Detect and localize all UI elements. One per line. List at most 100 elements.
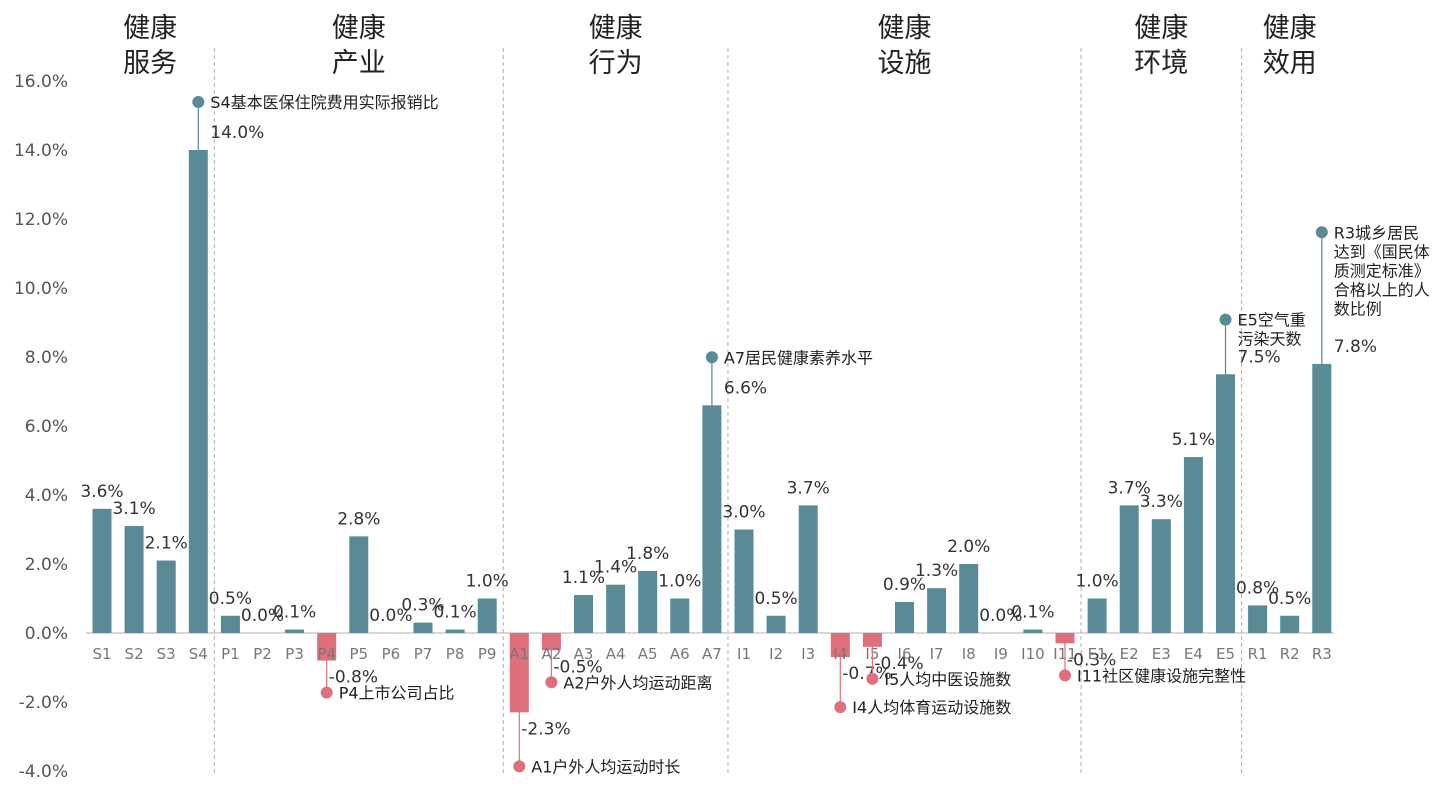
group-title-line2: 行为 — [589, 48, 643, 79]
group-title-line2: 产业 — [332, 48, 386, 79]
x-tick-label: E2 — [1120, 645, 1139, 663]
bar-I3 — [798, 505, 818, 633]
bar-S2 — [124, 526, 144, 633]
callout-label: E5空气重 — [1238, 311, 1306, 330]
bar-P9 — [477, 598, 497, 633]
value-label: 7.8% — [1334, 337, 1377, 357]
value-label: -0.7% — [842, 664, 891, 684]
bar-I6 — [895, 601, 914, 633]
callout-marker-dot — [1059, 669, 1071, 682]
bar-P7 — [413, 622, 433, 633]
callout-marker-dot — [513, 760, 526, 773]
bar-P8 — [445, 629, 465, 633]
group-title-line2: 服务 — [123, 48, 177, 79]
bar-P1 — [220, 615, 240, 633]
x-tick-label: A3 — [574, 645, 594, 663]
x-tick-label: I8 — [962, 645, 976, 663]
x-tick-label: S2 — [125, 645, 144, 663]
y-tick-label: 14.0% — [14, 141, 68, 161]
value-label: 3.1% — [112, 499, 155, 519]
value-label: 1.0% — [1075, 572, 1118, 592]
y-tick-label: 16.0% — [14, 72, 68, 92]
callout-marker-dot — [320, 686, 333, 699]
value-label: 1.3% — [915, 561, 958, 581]
value-label: -0.4% — [874, 654, 923, 674]
bar-A3 — [574, 595, 593, 633]
callout-label: 质测定标准》 — [1334, 261, 1430, 280]
bar-P5 — [349, 536, 369, 633]
bar-I8 — [959, 564, 979, 633]
x-tick-label: P6 — [382, 645, 401, 663]
value-label: 1.8% — [626, 544, 669, 564]
x-tick-label: I3 — [801, 645, 815, 663]
x-tick-label: E3 — [1152, 645, 1171, 663]
bar-R2 — [1280, 615, 1300, 633]
x-tick-label: S4 — [189, 645, 208, 663]
x-tick-label: E5 — [1216, 645, 1235, 663]
bar-A6 — [670, 598, 690, 633]
x-tick-label: P1 — [221, 645, 240, 663]
x-tick-label: A5 — [638, 645, 658, 663]
x-tick-label: S3 — [157, 645, 176, 663]
y-tick-label: 12.0% — [14, 210, 68, 230]
value-label: 0.5% — [754, 589, 797, 609]
value-label: -0.5% — [553, 657, 602, 677]
value-label: 0.5% — [1268, 589, 1311, 609]
y-tick-label: 8.0% — [25, 348, 68, 368]
value-label: -0.8% — [329, 668, 378, 688]
callout-marker-dot — [1315, 226, 1328, 239]
x-tick-label: R1 — [1248, 645, 1268, 663]
value-label: 3.7% — [1108, 478, 1151, 498]
bar-R1 — [1248, 605, 1268, 633]
x-tick-label: I6 — [898, 645, 912, 663]
group-title-line2: 效用 — [1263, 48, 1317, 79]
bar-R3 — [1312, 363, 1332, 633]
callout-marker-dot — [834, 701, 847, 714]
grid-layer: -4.0% -2.0% 0.0% 2.0% 4.0% 6.0% 8.0% 10.0% 12.0%… — [14, 48, 1334, 782]
value-label: 2.1% — [145, 534, 188, 554]
value-label: 3.0% — [722, 503, 765, 523]
bar-S4 — [188, 150, 208, 633]
group-title-line1: 健康 — [123, 13, 177, 44]
value-label: 0.1% — [433, 603, 476, 623]
x-tick-label: I10 — [1021, 645, 1045, 663]
y-tick-label: 4.0% — [25, 486, 68, 506]
value-label: 0.1% — [1011, 603, 1054, 623]
value-label: 0.3% — [401, 596, 444, 616]
bar-E2 — [1119, 505, 1139, 633]
bar-E3 — [1151, 519, 1171, 633]
callouts-layer: S4基本医保住院费用实际报销比 P4上市公司占比 A1户外人均运动时长 A2户外人均运… — [192, 93, 1430, 776]
callout-label: A2户外人均运动距离 — [563, 673, 712, 692]
y-tick-label: 10.0% — [14, 279, 68, 299]
value-label: 0.0% — [979, 606, 1022, 626]
value-label: 1.0% — [658, 572, 701, 592]
x-tick-label: S1 — [92, 645, 111, 663]
value-label: 5.1% — [1172, 430, 1215, 450]
x-tick-label: I9 — [994, 645, 1008, 663]
value-label: -2.3% — [521, 719, 570, 739]
value-label: 2.8% — [337, 509, 380, 529]
x-tick-label: P7 — [414, 645, 433, 663]
y-tick-label: 0.0% — [25, 624, 68, 644]
bar-S1 — [92, 508, 112, 633]
callout-label: 污染天数 — [1238, 330, 1302, 349]
callout-label: S4基本医保住院费用实际报销比 — [210, 93, 438, 112]
bar-S3 — [156, 560, 176, 633]
value-label: 1.4% — [594, 558, 637, 578]
value-label: 3.3% — [1140, 492, 1183, 512]
bars-layer — [92, 150, 1332, 713]
callout-label: I4人均体育运动设施数 — [852, 698, 1011, 717]
callout-label: 合格以上的人 — [1334, 280, 1430, 299]
callout-marker-dot — [1219, 313, 1232, 326]
y-tick-label: -4.0% — [19, 762, 68, 782]
value-label: 0.0% — [241, 606, 284, 626]
value-label: -0.3% — [1067, 650, 1116, 670]
bar-E5 — [1216, 374, 1235, 633]
bar-I10 — [1023, 629, 1043, 633]
value-label: 0.1% — [273, 603, 316, 623]
callout-label: P4上市公司占比 — [339, 684, 455, 703]
x-tick-label: A7 — [702, 645, 722, 663]
group-title-line1: 健康 — [332, 13, 386, 44]
x-tick-label: R2 — [1280, 645, 1300, 663]
